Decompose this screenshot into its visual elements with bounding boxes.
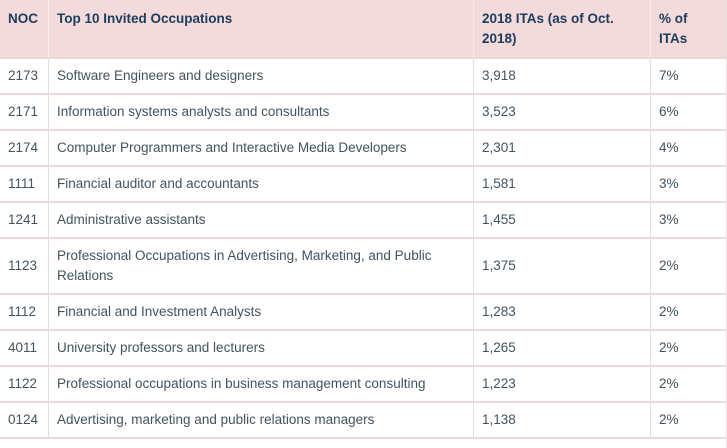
cell-occupation: Information systems analysts and consult… xyxy=(49,95,474,131)
cell-itas: 1,375 xyxy=(474,239,651,295)
top-occupations-table: NOC Top 10 Invited Occupations 2018 ITAs… xyxy=(0,0,726,439)
table-row: 0124 Advertising, marketing and public re… xyxy=(0,403,726,439)
cell-noc: 1241 xyxy=(0,203,49,239)
cell-pct: 2% xyxy=(651,295,726,331)
table-body: 2173 Software Engineers and designers 3,91… xyxy=(0,59,726,439)
cell-noc: 1112 xyxy=(0,295,49,331)
cell-occupation: Professional Occupations in Advertising,… xyxy=(49,239,474,295)
table-row: 1122 Professional occupations in business… xyxy=(0,367,726,403)
cell-itas: 1,283 xyxy=(474,295,651,331)
table-row: 2173 Software Engineers and designers 3,91… xyxy=(0,59,726,95)
table-row: 4011 University professors and lecturers 1… xyxy=(0,331,726,367)
cell-itas: 1,581 xyxy=(474,167,651,203)
cell-occupation: Advertising, marketing and public relati… xyxy=(49,403,474,439)
cell-noc: 1123 xyxy=(0,239,49,295)
cell-pct: 2% xyxy=(651,367,726,403)
col-header-pct: % of ITAs xyxy=(651,0,726,59)
cell-occupation: Software Engineers and designers xyxy=(49,59,474,95)
cell-occupation: Financial and Investment Analysts xyxy=(49,295,474,331)
cell-pct: 2% xyxy=(651,331,726,367)
cell-itas: 3,523 xyxy=(474,95,651,131)
table-header: NOC Top 10 Invited Occupations 2018 ITAs… xyxy=(0,0,726,59)
table-row: 1111 Financial auditor and accountants 1,5… xyxy=(0,167,726,203)
cell-occupation: Computer Programmers and Interactive Med… xyxy=(49,131,474,167)
table-row: 1123 Professional Occupations in Advertis… xyxy=(0,239,726,295)
cell-pct: 2% xyxy=(651,239,726,295)
cell-pct: 3% xyxy=(651,203,726,239)
table-row: 1241 Administrative assistants 1,455 3% xyxy=(0,203,726,239)
cell-noc: 0124 xyxy=(0,403,49,439)
cell-itas: 1,455 xyxy=(474,203,651,239)
cell-noc: 2171 xyxy=(0,95,49,131)
col-header-itas: 2018 ITAs (as of Oct. 2018) xyxy=(474,0,651,59)
col-header-noc: NOC xyxy=(0,0,49,59)
cell-itas: 3,918 xyxy=(474,59,651,95)
cell-noc: 2174 xyxy=(0,131,49,167)
table-row: 1112 Financial and Investment Analysts 1,2… xyxy=(0,295,726,331)
table-row: 2171 Information systems analysts and con… xyxy=(0,95,726,131)
cell-occupation: University professors and lecturers xyxy=(49,331,474,367)
cell-itas: 2,301 xyxy=(474,131,651,167)
cell-occupation: Professional occupations in business man… xyxy=(49,367,474,403)
header-row: NOC Top 10 Invited Occupations 2018 ITAs… xyxy=(0,0,726,59)
cell-itas: 1,265 xyxy=(474,331,651,367)
cell-noc: 2173 xyxy=(0,59,49,95)
col-header-occupation: Top 10 Invited Occupations xyxy=(49,0,474,59)
cell-noc: 4011 xyxy=(0,331,49,367)
table-row: 2174 Computer Programmers and Interactive… xyxy=(0,131,726,167)
cell-occupation: Administrative assistants xyxy=(49,203,474,239)
cell-itas: 1,138 xyxy=(474,403,651,439)
cell-pct: 6% xyxy=(651,95,726,131)
cell-pct: 2% xyxy=(651,403,726,439)
cell-noc: 1122 xyxy=(0,367,49,403)
cell-noc: 1111 xyxy=(0,167,49,203)
cell-occupation: Financial auditor and accountants xyxy=(49,167,474,203)
cell-pct: 4% xyxy=(651,131,726,167)
cell-pct: 7% xyxy=(651,59,726,95)
cell-pct: 3% xyxy=(651,167,726,203)
cell-itas: 1,223 xyxy=(474,367,651,403)
